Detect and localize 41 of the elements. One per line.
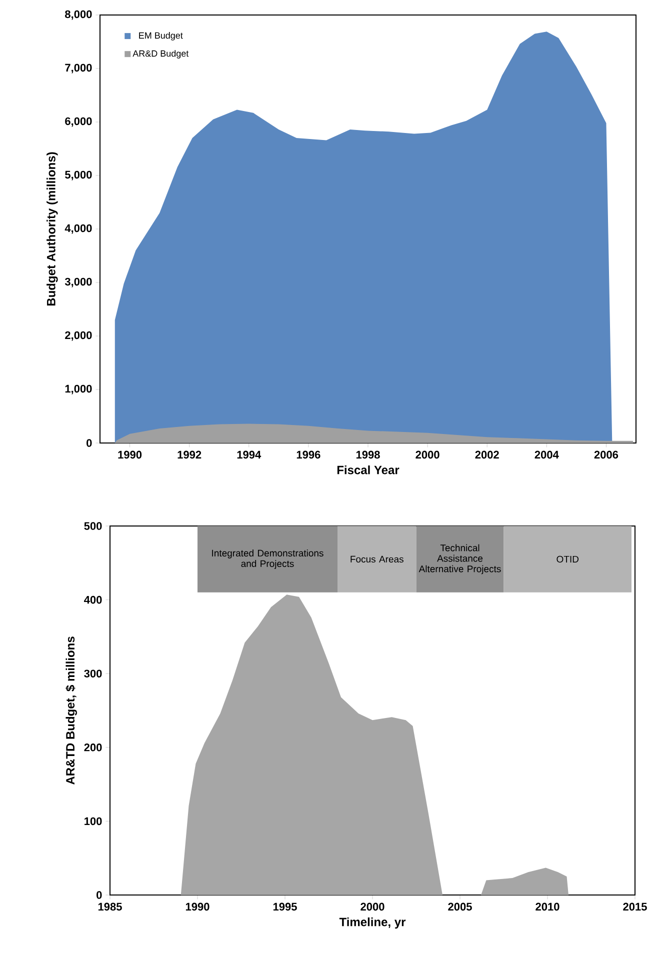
y-tick-label: 3,000 bbox=[64, 278, 92, 288]
x-tick-label: 2010 bbox=[536, 902, 560, 911]
x-tick-label: 2000 bbox=[360, 902, 384, 911]
x-tick-label: 2006 bbox=[594, 450, 618, 459]
y-tick-label: 6,000 bbox=[65, 117, 92, 127]
y-tick-label: 400 bbox=[84, 596, 102, 604]
y-tick-label: 500 bbox=[84, 522, 102, 530]
x-tick-label: 2002 bbox=[475, 450, 499, 459]
x-tick-label: 2015 bbox=[623, 902, 647, 911]
y-tick-label: 100 bbox=[84, 817, 102, 826]
band-label: Integrated Demonstrations and Projects bbox=[212, 550, 324, 569]
y-tick-label: 4,000 bbox=[64, 224, 92, 234]
x-tick-label: 2004 bbox=[534, 450, 559, 459]
y-tick-label: 300 bbox=[84, 670, 102, 678]
y-tick-label: 2,000 bbox=[65, 331, 92, 341]
x-tick-label: 1992 bbox=[178, 450, 202, 459]
legend-label: AR&D Budget bbox=[132, 50, 189, 58]
y-axis-title: Budget Authority (millions) bbox=[46, 152, 58, 306]
band-label: Focus Areas bbox=[350, 556, 404, 563]
y-tick-label: 200 bbox=[84, 744, 102, 752]
y-tick-label: 8,000 bbox=[65, 10, 92, 20]
x-tick-label: 1990 bbox=[118, 450, 142, 459]
x-axis-title: Timeline, yr bbox=[339, 917, 406, 929]
x-tick-label: 1994 bbox=[237, 450, 262, 459]
y-tick-label: 1,000 bbox=[65, 384, 92, 394]
x-tick-label: 1998 bbox=[356, 450, 380, 459]
x-tick-label: 2000 bbox=[416, 450, 440, 459]
band-label: OTID bbox=[556, 556, 579, 563]
x-tick-label: 1996 bbox=[296, 450, 320, 459]
y-axis-title: AR&TD Budget, $ millions bbox=[66, 636, 77, 785]
y-tick-label: 5,000 bbox=[65, 170, 92, 180]
y-tick-label: 7,000 bbox=[65, 64, 92, 74]
x-axis-title: Fiscal Year bbox=[337, 465, 400, 474]
x-tick-label: 2005 bbox=[448, 902, 472, 911]
y-tick-label: 0 bbox=[86, 439, 92, 447]
legend-label: EM Budget bbox=[139, 32, 183, 40]
x-tick-label: 1985 bbox=[98, 902, 122, 911]
x-tick-label: 1995 bbox=[273, 902, 297, 911]
y-tick-label: 0 bbox=[96, 891, 102, 899]
x-tick-label: 1990 bbox=[186, 902, 210, 911]
band-label: Technical Assistance Alternative Projects bbox=[418, 544, 501, 574]
